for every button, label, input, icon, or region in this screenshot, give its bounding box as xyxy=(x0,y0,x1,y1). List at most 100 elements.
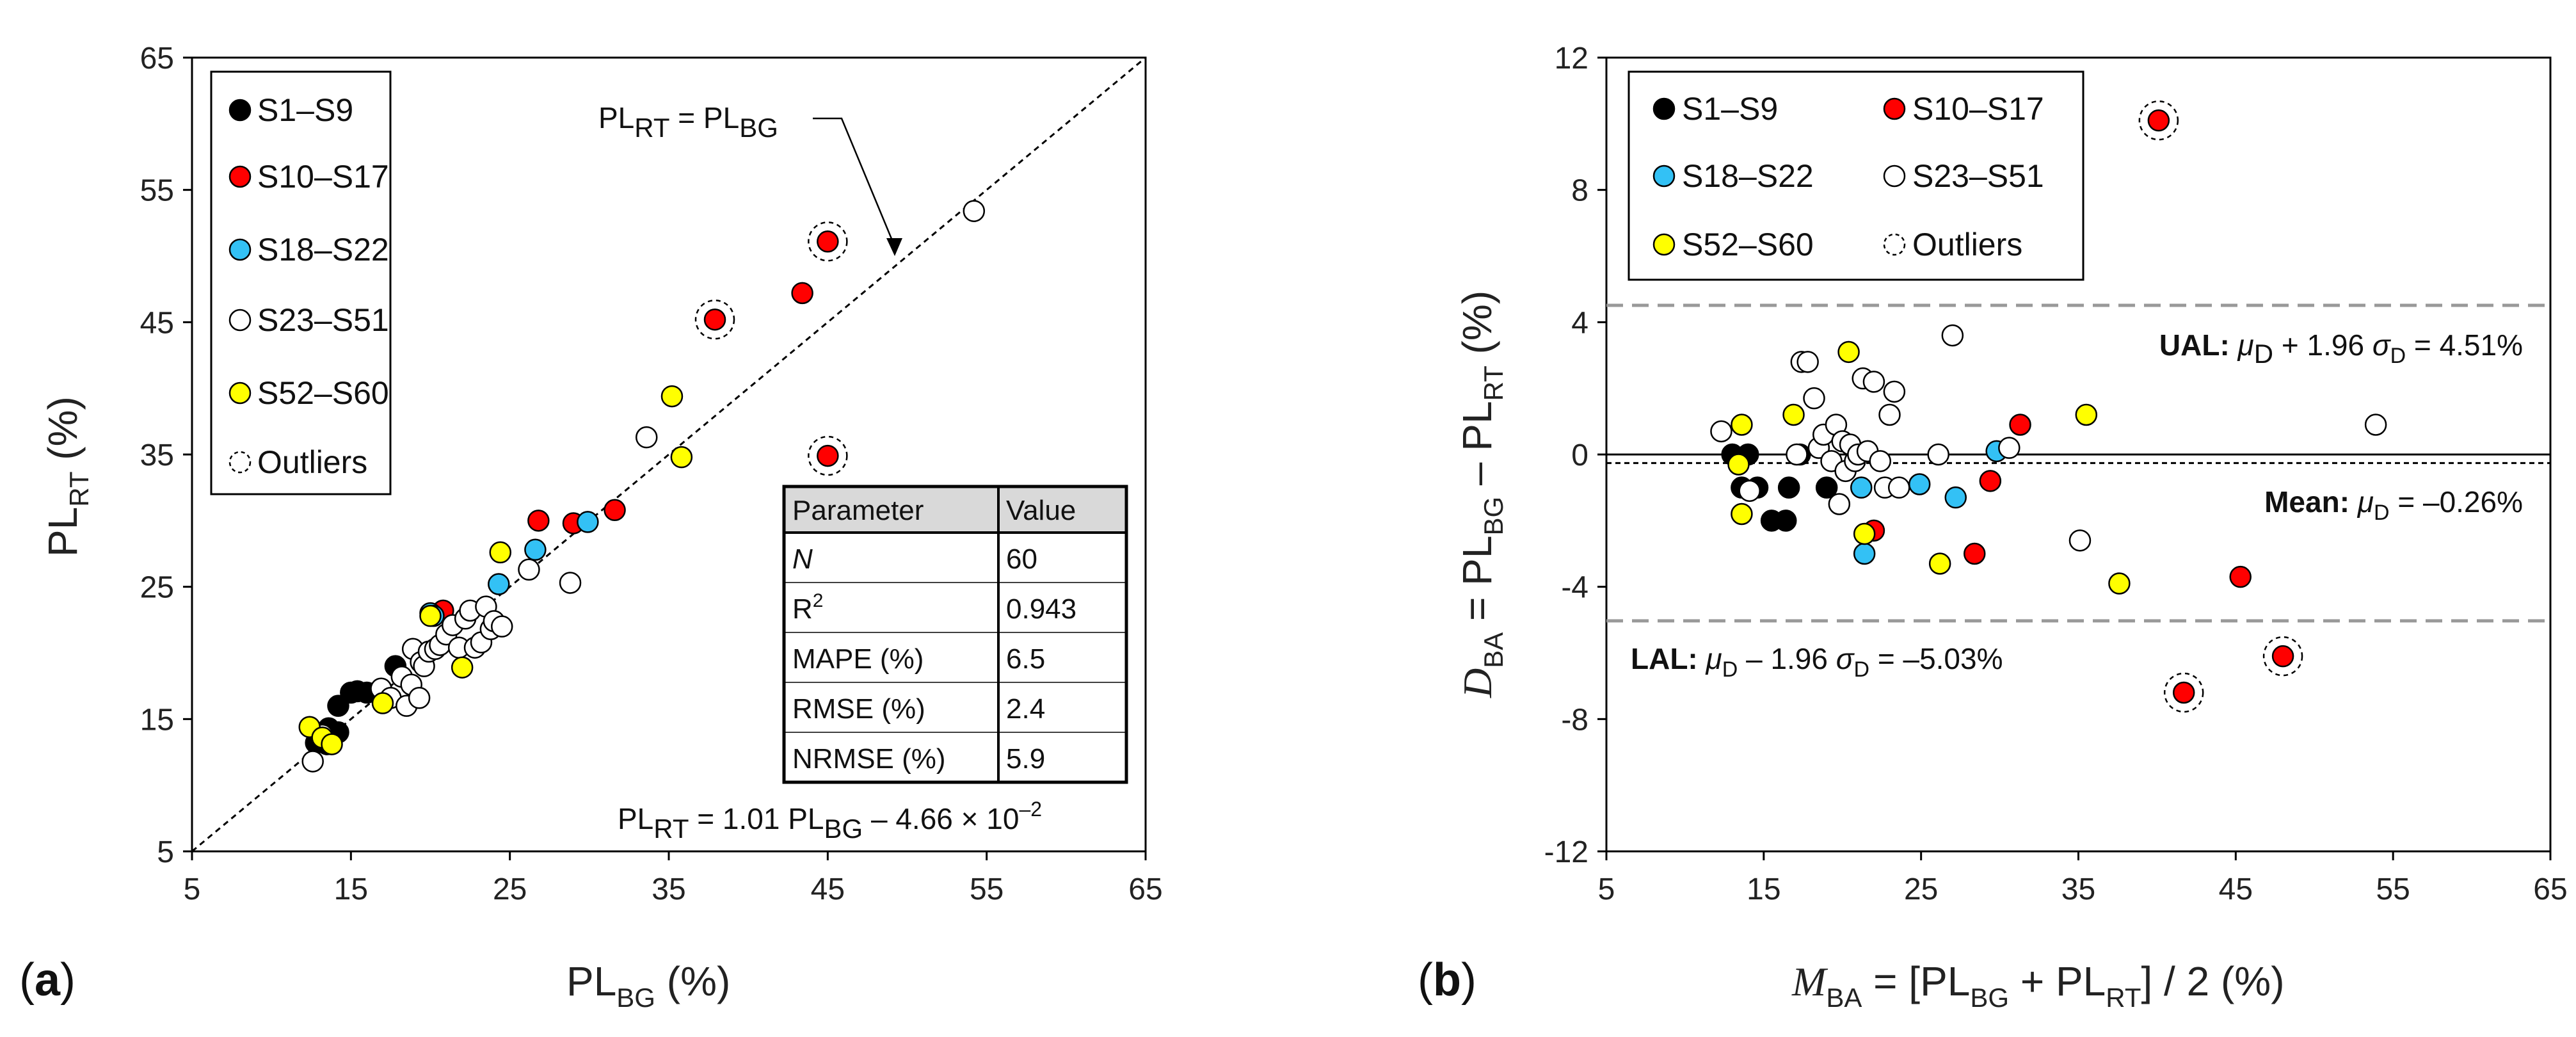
panel-a-identity-annotation: PLRT = PLBG xyxy=(598,101,902,256)
mean-annotation: Mean: μD = –0.26% xyxy=(2264,485,2523,525)
b-legend-marker-s18-s22 xyxy=(1652,165,1676,188)
panel-a-y-axis-title: PLRT (%) xyxy=(40,396,94,557)
point-s52-s60 xyxy=(660,385,684,408)
point-s18-s22 xyxy=(1908,473,1931,495)
stats-table-frame xyxy=(782,485,1128,784)
y-tick-label: 55 xyxy=(140,174,174,208)
point-s23-s51 xyxy=(518,558,540,581)
outlier-ring xyxy=(2138,100,2179,141)
point-s23-s51 xyxy=(301,750,324,773)
identity-label: PLRT = PLBG xyxy=(598,101,778,143)
stats-value-r2: 0.943 xyxy=(1006,593,1076,625)
panel-b: -12 -8 -4 0 4 8 12 5 15 25 35 45 55 65 S1–S9 S10–S17… xyxy=(1418,42,2568,1013)
point-s1-s9 xyxy=(1775,510,1797,532)
y-tick-label: 5 xyxy=(157,835,174,869)
stats-table-header-bg xyxy=(784,486,1126,533)
point-s23-s51 xyxy=(1883,380,1906,403)
x-tick-label: 35 xyxy=(2061,872,2095,906)
point-s18-s22 xyxy=(1944,486,1967,509)
outlier-ring xyxy=(694,299,735,340)
point-s1-s9 xyxy=(1777,476,1800,499)
point-s52-s60 xyxy=(1837,341,1860,364)
point-s23-s51 xyxy=(1998,437,2020,459)
point-s23-s51 xyxy=(1878,403,1901,426)
point-s23-s51 xyxy=(1710,420,1732,443)
x-tick-label: 55 xyxy=(2376,872,2410,906)
panel-a-y-ticks: 5 15 25 35 45 55 65 xyxy=(140,42,192,869)
x-tick-label: 15 xyxy=(334,872,368,906)
point-s23-s51 xyxy=(1803,387,1825,410)
b-legend-label-s18-s22: S18–S22 xyxy=(1682,158,1814,194)
x-tick-label: 45 xyxy=(2219,872,2253,906)
stats-param-r2: R2 xyxy=(792,590,823,625)
point-s23-s51 xyxy=(1786,443,1808,466)
point-s52-s60 xyxy=(451,656,474,679)
panel-a-points xyxy=(298,200,986,773)
panel-a-legend-box xyxy=(210,70,392,495)
b-legend-marker-outliers xyxy=(1883,233,1906,256)
x-tick-label: 65 xyxy=(2533,872,2567,906)
point-s52-s60 xyxy=(1853,522,1876,545)
b-legend-label-s52-s60: S52–S60 xyxy=(1682,227,1814,262)
panel-b-x-ticks: 5 15 25 35 45 55 65 xyxy=(1598,851,2568,906)
stats-param-rmse: RMSE (%) xyxy=(792,693,925,725)
point-s10-s17 xyxy=(2172,681,2195,704)
legend-marker-s1-s9 xyxy=(228,99,252,122)
point-s23-s51 xyxy=(635,426,658,449)
point-s52-s60 xyxy=(2075,403,2098,426)
panel-a-x-ticks: 5 15 25 35 45 55 65 xyxy=(184,851,1163,906)
point-s10-s17 xyxy=(1979,470,2002,492)
point-s23-s51 xyxy=(2364,414,2387,436)
legend-marker-s52-s60 xyxy=(228,382,252,405)
fit-equation: PLRT = 1.01 PLBG – 4.66 × 10–2 xyxy=(618,798,1042,844)
b-legend-label-s1-s9: S1–S9 xyxy=(1682,91,1778,127)
panel-b-x-axis-title: MBA = [PLBG + PLRT] / 2 (%) xyxy=(1791,958,2285,1013)
stats-value-rmse: 2.4 xyxy=(1006,693,1045,725)
point-s23-s51 xyxy=(559,572,582,594)
legend-label-s52-s60: S52–S60 xyxy=(257,375,389,411)
panel-b-legend-box xyxy=(1628,70,2084,281)
y-tick-label: 12 xyxy=(1555,42,1588,76)
point-s23-s51 xyxy=(1828,493,1851,515)
outlier-ring xyxy=(2262,636,2303,677)
y-tick-label: -8 xyxy=(1561,703,1588,737)
identity-arrow-line xyxy=(813,117,896,247)
x-tick-label: 55 xyxy=(970,872,1004,906)
b-legend-marker-s10-s17 xyxy=(1883,97,1906,120)
panel-b-y-axis-title: DBA = PLBG – PLRT (%) xyxy=(1454,291,1508,698)
panel-b-legend: S1–S9 S10–S17 S18–S22 S23–S51 S52–S60 Ou… xyxy=(1628,70,2084,281)
legend-marker-s10-s17 xyxy=(228,165,252,188)
y-tick-label: -12 xyxy=(1544,835,1588,869)
point-s52-s60 xyxy=(489,541,512,564)
point-s23-s51 xyxy=(1738,479,1761,502)
y-tick-label: 65 xyxy=(140,42,174,76)
point-s23-s51 xyxy=(1888,476,1910,499)
point-s52-s60 xyxy=(2108,572,2131,595)
point-s52-s60 xyxy=(1928,552,1951,575)
y-tick-label: -4 xyxy=(1561,571,1588,605)
point-s52-s60 xyxy=(1731,414,1753,436)
x-tick-label: 25 xyxy=(1904,872,1938,906)
stats-value-mape: 6.5 xyxy=(1006,643,1045,675)
point-s52-s60 xyxy=(1727,453,1750,476)
point-s10-s17 xyxy=(2229,565,2252,588)
panel-b-points xyxy=(1710,100,2387,713)
point-s10-s17 xyxy=(2147,109,2170,132)
stats-value-n: 60 xyxy=(1006,543,1037,575)
stats-param-n: N xyxy=(792,543,813,575)
point-s10-s17 xyxy=(527,510,550,532)
x-tick-label: 5 xyxy=(1598,872,1615,906)
panel-a-stats-table: Parameter Value N 60 R2 0.943 MAPE (%) 6… xyxy=(782,485,1128,784)
point-s10-s17 xyxy=(2271,645,2294,668)
point-s1-s9 xyxy=(346,680,369,703)
point-s52-s60 xyxy=(371,692,394,714)
legend-label-outliers: Outliers xyxy=(257,444,367,480)
point-s23-s51 xyxy=(1941,324,1964,347)
legend-label-s10-s17: S10–S17 xyxy=(257,159,389,195)
point-s18-s22 xyxy=(524,538,547,561)
x-tick-label: 65 xyxy=(1128,872,1162,906)
point-s10-s17 xyxy=(791,282,813,305)
stats-value-nrmse: 5.9 xyxy=(1006,743,1045,775)
